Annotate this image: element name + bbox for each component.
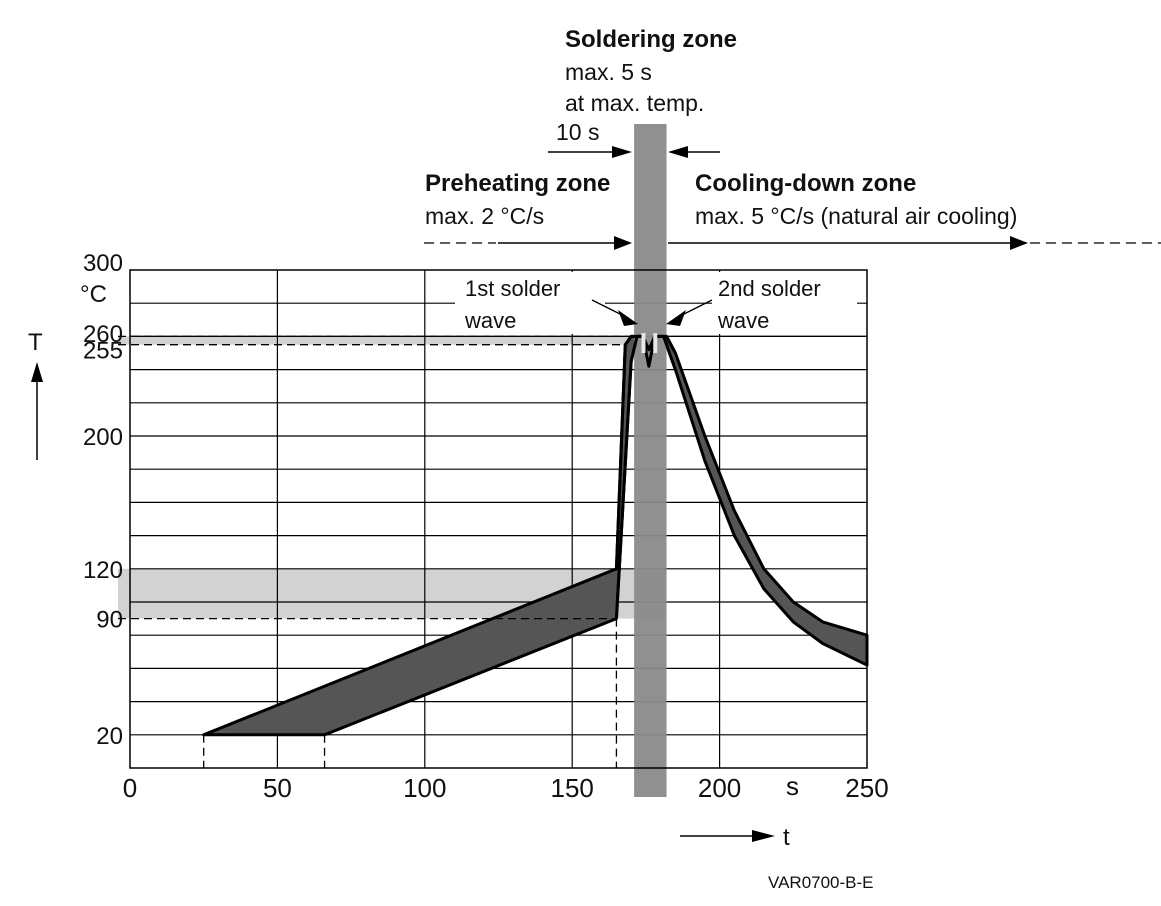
shaded-band-2 (118, 336, 667, 345)
y-tick-label: 90 (96, 607, 123, 634)
soldering-zone-line1: max. 5 s (565, 59, 652, 85)
y-tick-label: 255 (83, 338, 123, 365)
time-annotation: 10 s (556, 119, 599, 145)
soldering-zone-bar (634, 124, 667, 797)
x-tick-label: 200 (698, 773, 741, 803)
wave-label-backdrop-2 (712, 272, 857, 334)
preheating-zone-title: Preheating zone (425, 170, 610, 197)
y-axis-symbol: T (28, 329, 43, 356)
y-unit-label: °C (80, 281, 107, 308)
second-wave-line2: wave (717, 308, 769, 333)
cooling-zone-title: Cooling-down zone (695, 170, 916, 197)
soldering-zone-title: Soldering zone (565, 26, 737, 53)
shaded-bands (118, 336, 667, 619)
boundary-curve-2 (614, 334, 677, 619)
y-tick-label: 200 (83, 424, 123, 451)
x-tick-label: 250 (845, 773, 888, 803)
y-tick-label: 20 (96, 723, 123, 750)
time-annotation-arrows (548, 146, 720, 158)
wave-gap-2 (653, 333, 658, 353)
soldering-zone-line2: at max. temp. (565, 90, 704, 116)
second-wave-line1: 2nd solder (718, 276, 821, 301)
preheating-zone-rate: max. 2 °C/s (425, 203, 544, 229)
figure-code: VAR0700-B-E (768, 873, 874, 892)
wave-label-backdrop-1 (455, 272, 605, 334)
x-axis-arrow (680, 830, 775, 842)
cooling-zone-rate: max. 5 °C/s (natural air cooling) (695, 203, 1017, 229)
x-tick-label: 100 (403, 773, 446, 803)
x-tick-label: 150 (551, 773, 594, 803)
cooling-arrow (668, 236, 1161, 250)
x-tick-label: 0 (123, 773, 137, 803)
x-axis-symbol: t (783, 824, 790, 851)
x-tick-label: 50 (263, 773, 292, 803)
first-wave-line1: 1st solder (465, 276, 560, 301)
x-tick-labels: 0 50 100 150 200 250 (123, 773, 889, 803)
wave-gap-1 (641, 333, 646, 353)
boundary-curves (614, 333, 677, 619)
y-axis-arrow (31, 362, 43, 460)
wave-pointer-arrows (591, 299, 713, 326)
y-tick-label: 300 (83, 250, 123, 277)
preheating-arrow (424, 236, 632, 250)
plot-frame (129, 269, 868, 769)
dashed-guides (118, 335, 638, 768)
y-tick-label: 260 (83, 321, 123, 348)
x-unit-label: s (786, 771, 799, 801)
first-wave-line2: wave (464, 308, 516, 333)
y-tick-label: 120 (83, 557, 123, 584)
